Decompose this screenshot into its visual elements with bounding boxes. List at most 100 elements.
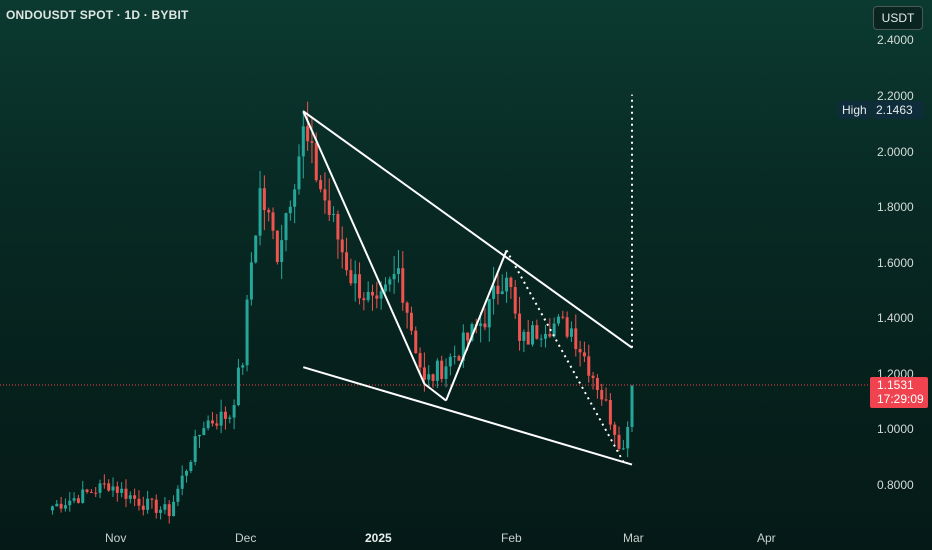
- candle: [379, 291, 383, 299]
- candle: [81, 489, 85, 503]
- chart-title: ONDOUSDT SPOT · 1D · BYBIT: [6, 8, 189, 22]
- candle: [159, 509, 163, 513]
- candle: [487, 298, 491, 328]
- candle: [401, 268, 405, 303]
- candle: [202, 428, 206, 435]
- candle: [301, 126, 305, 157]
- candle: [193, 436, 197, 462]
- candle: [431, 374, 435, 381]
- candle: [68, 500, 72, 506]
- candle: [176, 488, 180, 502]
- currency-button[interactable]: USDT: [873, 6, 923, 30]
- candle: [552, 323, 556, 337]
- candle: [587, 356, 591, 376]
- candle: [565, 317, 569, 337]
- candle: [306, 126, 310, 142]
- price-tick: 2.2000: [877, 89, 914, 103]
- candle: [319, 180, 323, 190]
- candles-layer: [50, 101, 634, 524]
- candle: [189, 461, 193, 471]
- high-marker-value: 2.1463: [873, 101, 923, 119]
- candle: [76, 498, 80, 503]
- candle: [444, 366, 448, 379]
- candle: [185, 470, 189, 476]
- zigzag-segment[interactable]: [423, 383, 447, 402]
- candle: [535, 325, 539, 339]
- candle: [50, 506, 54, 511]
- price-tick: 0.8000: [877, 478, 914, 492]
- candle: [561, 316, 565, 318]
- candle: [595, 377, 599, 390]
- candle: [371, 291, 374, 296]
- candle: [522, 331, 526, 341]
- candle: [111, 486, 115, 491]
- candle: [254, 235, 258, 263]
- time-tick: 2025: [365, 531, 392, 545]
- candle: [353, 274, 357, 284]
- current-price-value: 1.1531: [877, 378, 914, 392]
- candle: [409, 312, 413, 331]
- candle: [102, 483, 106, 485]
- wedge-lower-trendline[interactable]: [303, 366, 633, 466]
- candle: [492, 285, 496, 299]
- candle: [228, 417, 232, 419]
- candle: [518, 313, 522, 341]
- candle: [262, 188, 266, 211]
- time-tick: Mar: [623, 531, 644, 545]
- candle: [604, 399, 608, 401]
- candle: [146, 498, 150, 510]
- candle: [150, 498, 154, 500]
- candle: [505, 277, 509, 292]
- candle: [172, 501, 176, 517]
- candle: [345, 252, 349, 271]
- candle: [120, 488, 124, 493]
- candle: [375, 295, 379, 299]
- candle: [336, 213, 340, 240]
- drawings-layer: [302, 94, 633, 466]
- candle: [340, 239, 344, 253]
- price-tick: 1.6000: [877, 256, 914, 270]
- candle: [548, 333, 552, 337]
- time-tick: Apr: [757, 531, 776, 545]
- candle: [94, 492, 98, 494]
- candle: [137, 498, 141, 506]
- candle: [293, 189, 297, 207]
- candle: [539, 338, 543, 340]
- wedge-upper-trendline[interactable]: [302, 110, 633, 349]
- candle: [414, 330, 418, 354]
- candle: [349, 270, 353, 284]
- price-tick: 1.4000: [877, 311, 914, 325]
- candle: [107, 483, 111, 491]
- candle: [154, 499, 158, 513]
- candle: [180, 475, 184, 489]
- current-price-badge: 1.1531 17:29:09: [870, 377, 928, 408]
- candle: [556, 316, 560, 324]
- zigzag-dotted-segment[interactable]: [505, 249, 625, 463]
- candle: [531, 325, 535, 345]
- candle: [163, 504, 167, 510]
- candle: [626, 426, 630, 449]
- price-tick: 1.0000: [877, 422, 914, 436]
- candle: [223, 411, 227, 419]
- candle: [544, 333, 547, 339]
- candle: [613, 424, 617, 435]
- time-tick: Feb: [501, 531, 522, 545]
- high-marker-label: High: [838, 101, 871, 119]
- candle: [448, 356, 452, 367]
- candle: [297, 156, 301, 190]
- candle: [461, 332, 465, 361]
- candle: [621, 448, 625, 450]
- price-tick: 1.8000: [877, 200, 914, 214]
- candle: [98, 483, 102, 493]
- candle: [362, 298, 366, 301]
- price-tick: 2.4000: [877, 33, 914, 47]
- zigzag-segment[interactable]: [302, 110, 426, 385]
- candle: [288, 206, 292, 214]
- candle: [483, 323, 487, 328]
- candle: [582, 352, 586, 357]
- candle: [59, 503, 63, 509]
- candle: [133, 495, 137, 499]
- zigzag-segment[interactable]: [445, 250, 508, 401]
- candle: [418, 353, 422, 368]
